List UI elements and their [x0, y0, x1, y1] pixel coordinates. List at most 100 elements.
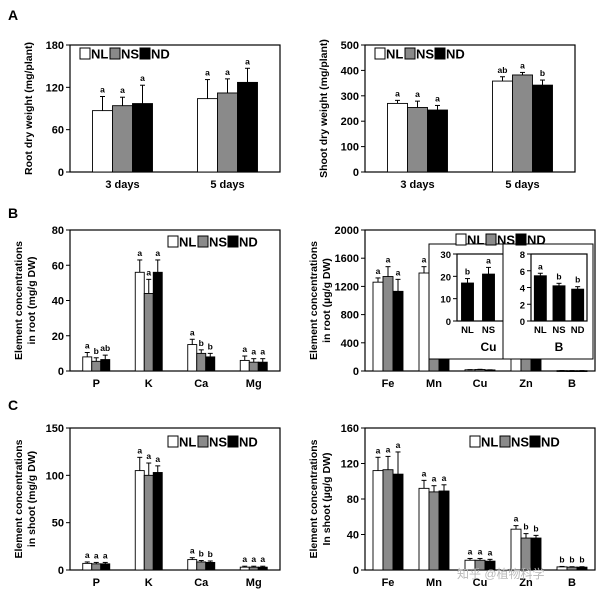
chart-6-bar-NS	[552, 285, 566, 322]
chart-2-letter-5 days-NL: ab	[498, 65, 508, 75]
chart-8-legend: NL NS ND	[469, 435, 560, 450]
chart-4-letter-Fe-NL: a	[376, 266, 381, 276]
legend-label-NS: NS	[121, 47, 139, 62]
chart-8-letter-Zn-NS: b	[523, 522, 528, 532]
chart-2-ytick-label-0: 0	[353, 167, 359, 179]
chart-2-bar-5 days-ND	[532, 84, 553, 173]
chart-2-xtick-label-1: 5 days	[505, 179, 539, 191]
chart-2-bar-3 days-ND	[427, 109, 448, 173]
chart-8-letter-Zn-ND: b	[533, 523, 538, 533]
legend-swatch-NL	[167, 235, 179, 248]
chart-1-bar-5 days-ND	[237, 81, 258, 173]
chart-3-bar-P-NL	[82, 356, 93, 372]
chart-8: 0 40 80 120 160 Element concentrations In shoo…	[308, 423, 596, 589]
chart-3-letter-Mg-NL: a	[242, 344, 247, 354]
chart-2-xtick-label-0: 3 days	[400, 179, 434, 191]
chart-5-ytick-label-3: 30	[440, 250, 451, 261]
legend-swatch-ND	[227, 435, 239, 448]
chart-4-ytick-label-5: 2000	[335, 225, 359, 237]
chart-1-xtick-label-0: 3 days	[105, 179, 139, 191]
chart-4-letter-Fe-ND: a	[396, 267, 401, 277]
legend-swatch-NL	[79, 47, 91, 60]
legend-label-NL: NL	[179, 235, 196, 250]
legend-swatch-NS	[109, 47, 121, 60]
chart-1-legend: NL NS ND	[79, 47, 170, 62]
chart-7-bar-Ca-ND	[205, 561, 216, 571]
legend-label-NL: NL	[91, 47, 108, 62]
chart-8-letter-Cu-ND: a	[488, 547, 493, 557]
chart-8-letter-Mn-NS: a	[432, 474, 437, 484]
legend-label-NL: NL	[386, 47, 403, 62]
charts-layer: 0 60 120 180 Root dry weight (mg/plant) a a a 3 …	[13, 39, 596, 589]
chart-6-letter-NS: b	[556, 271, 561, 281]
chart-7-bar-P-ND	[100, 563, 111, 571]
legend-swatch-ND	[529, 435, 541, 448]
chart-7-xtick-label-2: Ca	[194, 577, 209, 589]
chart-5-ytick-label-1: 10	[440, 295, 451, 306]
chart-8-letter-Cu-NL: a	[468, 546, 473, 556]
legend-swatch-NS	[197, 435, 209, 448]
chart-8-xtick-label-3: Zn	[519, 577, 533, 589]
legend-label-ND: ND	[527, 233, 546, 248]
chart-4-letter-Mn-NL: a	[422, 255, 427, 265]
chart-3-bar-P-ND	[100, 359, 111, 372]
chart-1-ytick-label-1: 60	[52, 125, 64, 137]
chart-8-bar-Mn-ND	[438, 490, 450, 571]
chart-8-bar-Mn-NL	[418, 487, 430, 571]
chart-3-ytick-label-3: 60	[52, 260, 64, 272]
legend-label-NS: NS	[511, 435, 529, 450]
chart-1-letter-5 days-NL: a	[205, 68, 210, 78]
chart-2-bar-5 days-NL	[492, 80, 513, 173]
legend-label-ND: ND	[151, 47, 170, 62]
chart-7-bar-Mg-ND	[257, 566, 268, 571]
legend-swatch-NL	[455, 233, 467, 246]
chart-3-bar-K-ND	[152, 271, 163, 372]
chart-5-xtick-label-1: NS	[482, 325, 495, 336]
chart-8-bar-Zn-NL	[510, 528, 522, 571]
chart-6-ytick-label-4: 8	[520, 250, 525, 261]
chart-7-bar-P-NS	[91, 563, 102, 571]
chart-3-xtick-label-2: Ca	[194, 378, 209, 390]
chart-4-ytick-label-4: 1600	[335, 253, 359, 265]
chart-2-legend: NL NS ND	[374, 47, 465, 62]
chart-7-xtick-label-3: Mg	[246, 577, 262, 589]
chart-6-bar-NL	[533, 275, 547, 322]
chart-6-letter-ND: b	[575, 275, 580, 285]
chart-3-ytick-label-4: 80	[52, 225, 64, 237]
chart-1-bar-3 days-ND	[132, 103, 153, 173]
chart-3-ytick-label-1: 20	[52, 331, 64, 343]
chart-5-xtick-label-0: NL	[461, 325, 474, 336]
chart-8-ylabel-line-1: Element concentrations	[308, 439, 320, 558]
chart-3-ylabel-line-2: in root (mg/g DW)	[26, 256, 38, 344]
chart-7-letter-Mg-ND: a	[260, 554, 265, 564]
chart-7-letter-K-NS: a	[146, 451, 151, 461]
chart-8-ytick-label-4: 160	[341, 423, 359, 435]
chart-2-letter-3 days-ND: a	[435, 93, 440, 103]
chart-7-letter-P-NL: a	[85, 550, 90, 560]
chart-3-bar-Ca-ND	[205, 356, 216, 372]
chart-3-ytick-label-2: 40	[52, 296, 64, 308]
chart-6: 0 2 4 6 8 a NL b NS b ND B	[520, 250, 588, 354]
chart-4-xtick-label-3: Zn	[519, 378, 533, 390]
chart-6-ytick-label-2: 4	[520, 284, 526, 295]
chart-6-xtick-label-2: ND	[571, 325, 585, 336]
chart-1-letter-3 days-ND: a	[140, 73, 145, 83]
chart-2-bar-5 days-NS	[512, 74, 533, 173]
chart-3-letter-P-NS: b	[94, 346, 99, 356]
chart-8-bar-Mn-NS	[428, 491, 440, 571]
chart-4-bar-Fe-NL	[372, 281, 384, 372]
chart-5-ytick-label-0: 0	[446, 317, 451, 328]
chart-3-ylabel-line-1: Element concentrations	[13, 241, 25, 360]
chart-8-ytick-label-2: 80	[347, 494, 359, 506]
chart-7: 0 50 100 150 Element concentrations in shoot …	[13, 423, 281, 589]
chart-1-ytick-label-3: 180	[46, 40, 64, 52]
chart-2-ytick-label-2: 200	[341, 116, 359, 128]
chart-1-ylabel: Root dry weight (mg/plant)	[23, 42, 35, 175]
chart-4-xtick-label-2: Cu	[473, 378, 488, 390]
chart-7-xtick-label-0: P	[93, 577, 100, 589]
chart-7-bar-K-ND	[152, 472, 163, 571]
legend-swatch-NS	[197, 235, 209, 248]
chart-8-ytick-label-3: 120	[341, 459, 359, 471]
chart-5-bar-NS	[482, 273, 495, 322]
chart-7-bar-K-NL	[134, 470, 145, 571]
